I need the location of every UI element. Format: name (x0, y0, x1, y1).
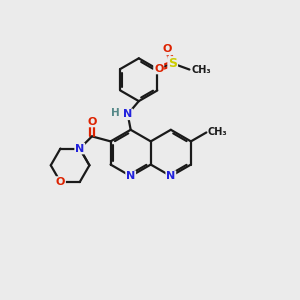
Text: N: N (75, 144, 84, 154)
Text: N: N (166, 171, 176, 181)
Text: S: S (168, 57, 177, 70)
Text: O: O (154, 64, 164, 74)
Text: N: N (123, 109, 132, 119)
Text: N: N (126, 171, 135, 181)
Text: O: O (56, 177, 65, 187)
Text: H: H (111, 108, 119, 118)
Text: O: O (87, 116, 97, 127)
Text: CH₃: CH₃ (191, 64, 211, 74)
Text: CH₃: CH₃ (208, 128, 227, 137)
Text: O: O (163, 44, 172, 55)
